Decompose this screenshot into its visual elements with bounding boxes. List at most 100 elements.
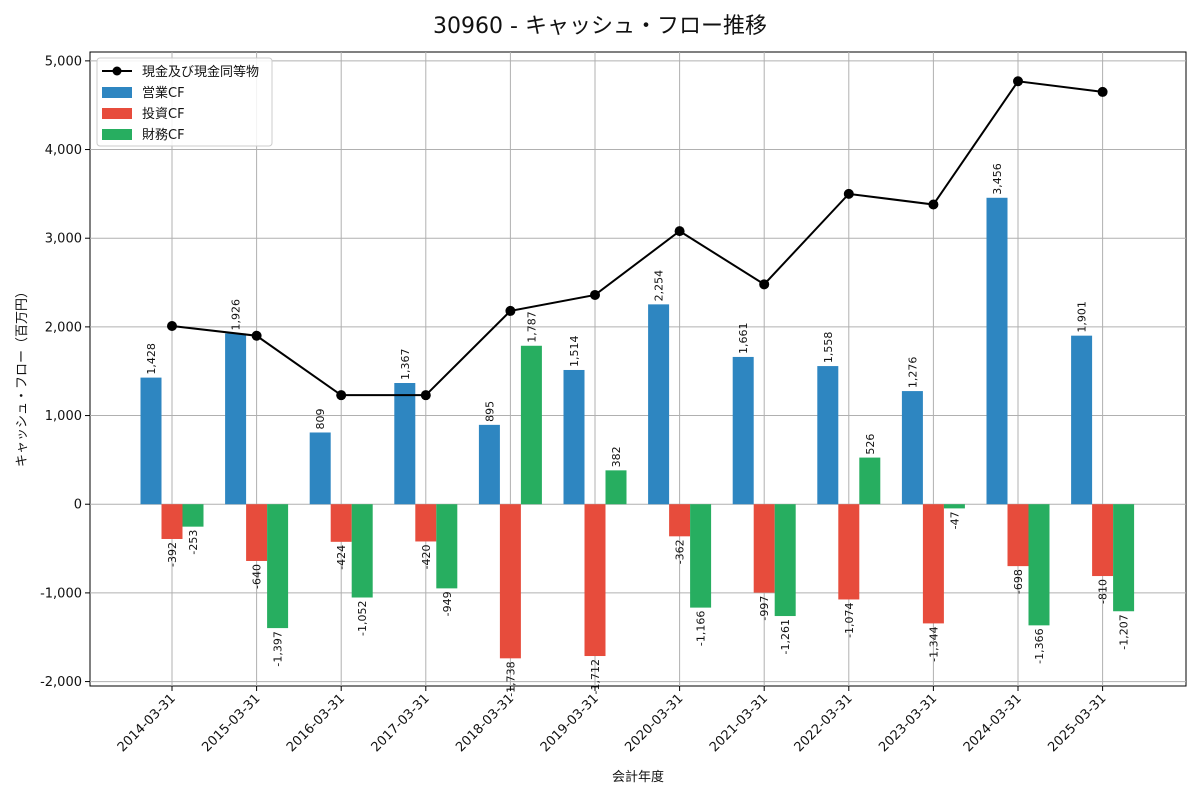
bar-財務CF <box>774 504 796 617</box>
data-labels-group: 1,428 1,926 809 1,367 895 1,514 2,254 1,661 1,55… <box>145 163 1131 697</box>
bar-財務CF <box>436 504 458 589</box>
data-label: 3,456 <box>991 163 1004 195</box>
data-label: 1,558 <box>822 332 835 364</box>
legend-label: 現金及び現金同等物 <box>142 64 259 80</box>
data-label: -1,166 <box>695 611 708 646</box>
bar-営業CF <box>1071 335 1093 505</box>
data-label: 1,787 <box>525 311 538 343</box>
bar-財務CF <box>182 504 204 527</box>
plot-area <box>89 51 1187 687</box>
data-label: 526 <box>864 434 877 455</box>
bar-営業CF <box>478 424 500 505</box>
bar-営業CF <box>140 377 162 505</box>
cash-point <box>843 188 854 199</box>
bar-営業CF <box>901 391 923 505</box>
cash-line-group <box>167 76 1108 401</box>
bar-投資CF <box>1092 504 1114 577</box>
data-label: 1,514 <box>568 335 581 367</box>
cash-point <box>505 305 516 316</box>
bar-営業CF <box>986 197 1008 505</box>
x-tick-label: 2016-03-31 <box>284 691 348 755</box>
legend-label: 営業CF <box>142 85 185 101</box>
bar-営業CF <box>817 366 839 505</box>
y-tick-label: -1,000 <box>40 586 82 601</box>
cash-point <box>420 390 431 401</box>
data-label: -640 <box>251 564 264 589</box>
data-label: 382 <box>610 446 623 467</box>
x-tick-label: 2024-03-31 <box>961 691 1025 755</box>
data-label: 1,661 <box>737 322 750 354</box>
data-label: -698 <box>1012 569 1025 594</box>
cash-point <box>336 390 347 401</box>
data-label: -392 <box>166 542 179 567</box>
data-label: -47 <box>948 511 961 529</box>
bar-投資CF <box>246 504 268 561</box>
x-tick-label: 2014-03-31 <box>115 691 179 755</box>
data-label: -1,344 <box>927 626 940 661</box>
cash-line <box>171 80 1103 397</box>
cash-point <box>590 289 600 300</box>
bar-財務CF <box>859 457 881 505</box>
data-label: -1,366 <box>1033 628 1046 663</box>
y-tick-label: 3,000 <box>45 232 82 247</box>
cash-point <box>674 226 685 237</box>
bar-投資CF <box>499 504 521 659</box>
data-label: -1,074 <box>843 602 856 637</box>
x-tick-label: 2022-03-31 <box>792 691 856 755</box>
legend-bar-swatch <box>102 87 132 98</box>
y-tick-label: -2,000 <box>40 675 82 690</box>
data-label: -810 <box>1097 579 1110 604</box>
bar-投資CF <box>838 504 860 600</box>
bar-財務CF <box>1113 504 1135 612</box>
data-label: -1,397 <box>272 631 285 666</box>
x-axis-ticks: 2014-03-31 2015-03-31 2016-03-31 2017-03-31… <box>115 686 1109 755</box>
y-tick-label: 1,000 <box>45 409 82 424</box>
legend-label: 財務CF <box>142 128 185 143</box>
cash-point <box>759 279 770 290</box>
data-label: 1,901 <box>1076 301 1089 333</box>
bar-財務CF <box>267 504 289 629</box>
bar-投資CF <box>922 504 944 624</box>
bar-営業CF <box>394 383 416 505</box>
bar-営業CF <box>225 333 247 505</box>
y-tick-label: 2,000 <box>45 320 82 335</box>
bar-営業CF <box>309 432 331 505</box>
y-axis-ticks: -2,000 -1,000 0 1,000 2,000 3,000 4,000 5,000 <box>40 54 90 690</box>
chart-title: 30960 - キャッシュ・フロー推移 <box>433 14 767 39</box>
data-label: -997 <box>758 596 771 621</box>
legend-box <box>96 57 273 147</box>
bar-営業CF <box>563 369 585 505</box>
bar-投資CF <box>584 504 606 657</box>
bar-投資CF <box>669 504 691 537</box>
x-tick-label: 2017-03-31 <box>369 691 433 755</box>
data-label: -1,052 <box>356 601 369 636</box>
y-tick-label: 4,000 <box>45 143 82 158</box>
bar-財務CF <box>943 504 965 509</box>
bar-財務CF <box>1028 504 1050 626</box>
legend-bar-swatch <box>102 129 132 140</box>
data-label: -1,261 <box>779 619 792 654</box>
y-tick-label: 5,000 <box>45 54 82 69</box>
legend-label: 投資CF <box>142 106 185 122</box>
data-label: -420 <box>420 544 433 569</box>
x-tick-label: 2020-03-31 <box>622 691 686 755</box>
bar-投資CF <box>1007 504 1029 567</box>
bar-投資CF <box>161 504 183 539</box>
bar-財務CF <box>351 504 373 598</box>
data-label: -1,712 <box>589 659 602 694</box>
data-label: -1,738 <box>504 661 517 696</box>
cash-point <box>1097 86 1108 97</box>
data-label: -424 <box>335 545 348 570</box>
x-axis-label: 会計年度 <box>612 769 664 785</box>
cash-point <box>167 320 177 331</box>
bar-財務CF <box>520 345 542 505</box>
data-label: 895 <box>483 401 496 422</box>
bar-投資CF <box>415 504 437 542</box>
bar-財務CF <box>605 470 627 505</box>
bar-営業CF <box>732 356 754 505</box>
bar-投資CF <box>330 504 352 542</box>
data-label: -949 <box>441 591 454 616</box>
x-tick-label: 2018-03-31 <box>453 691 517 755</box>
